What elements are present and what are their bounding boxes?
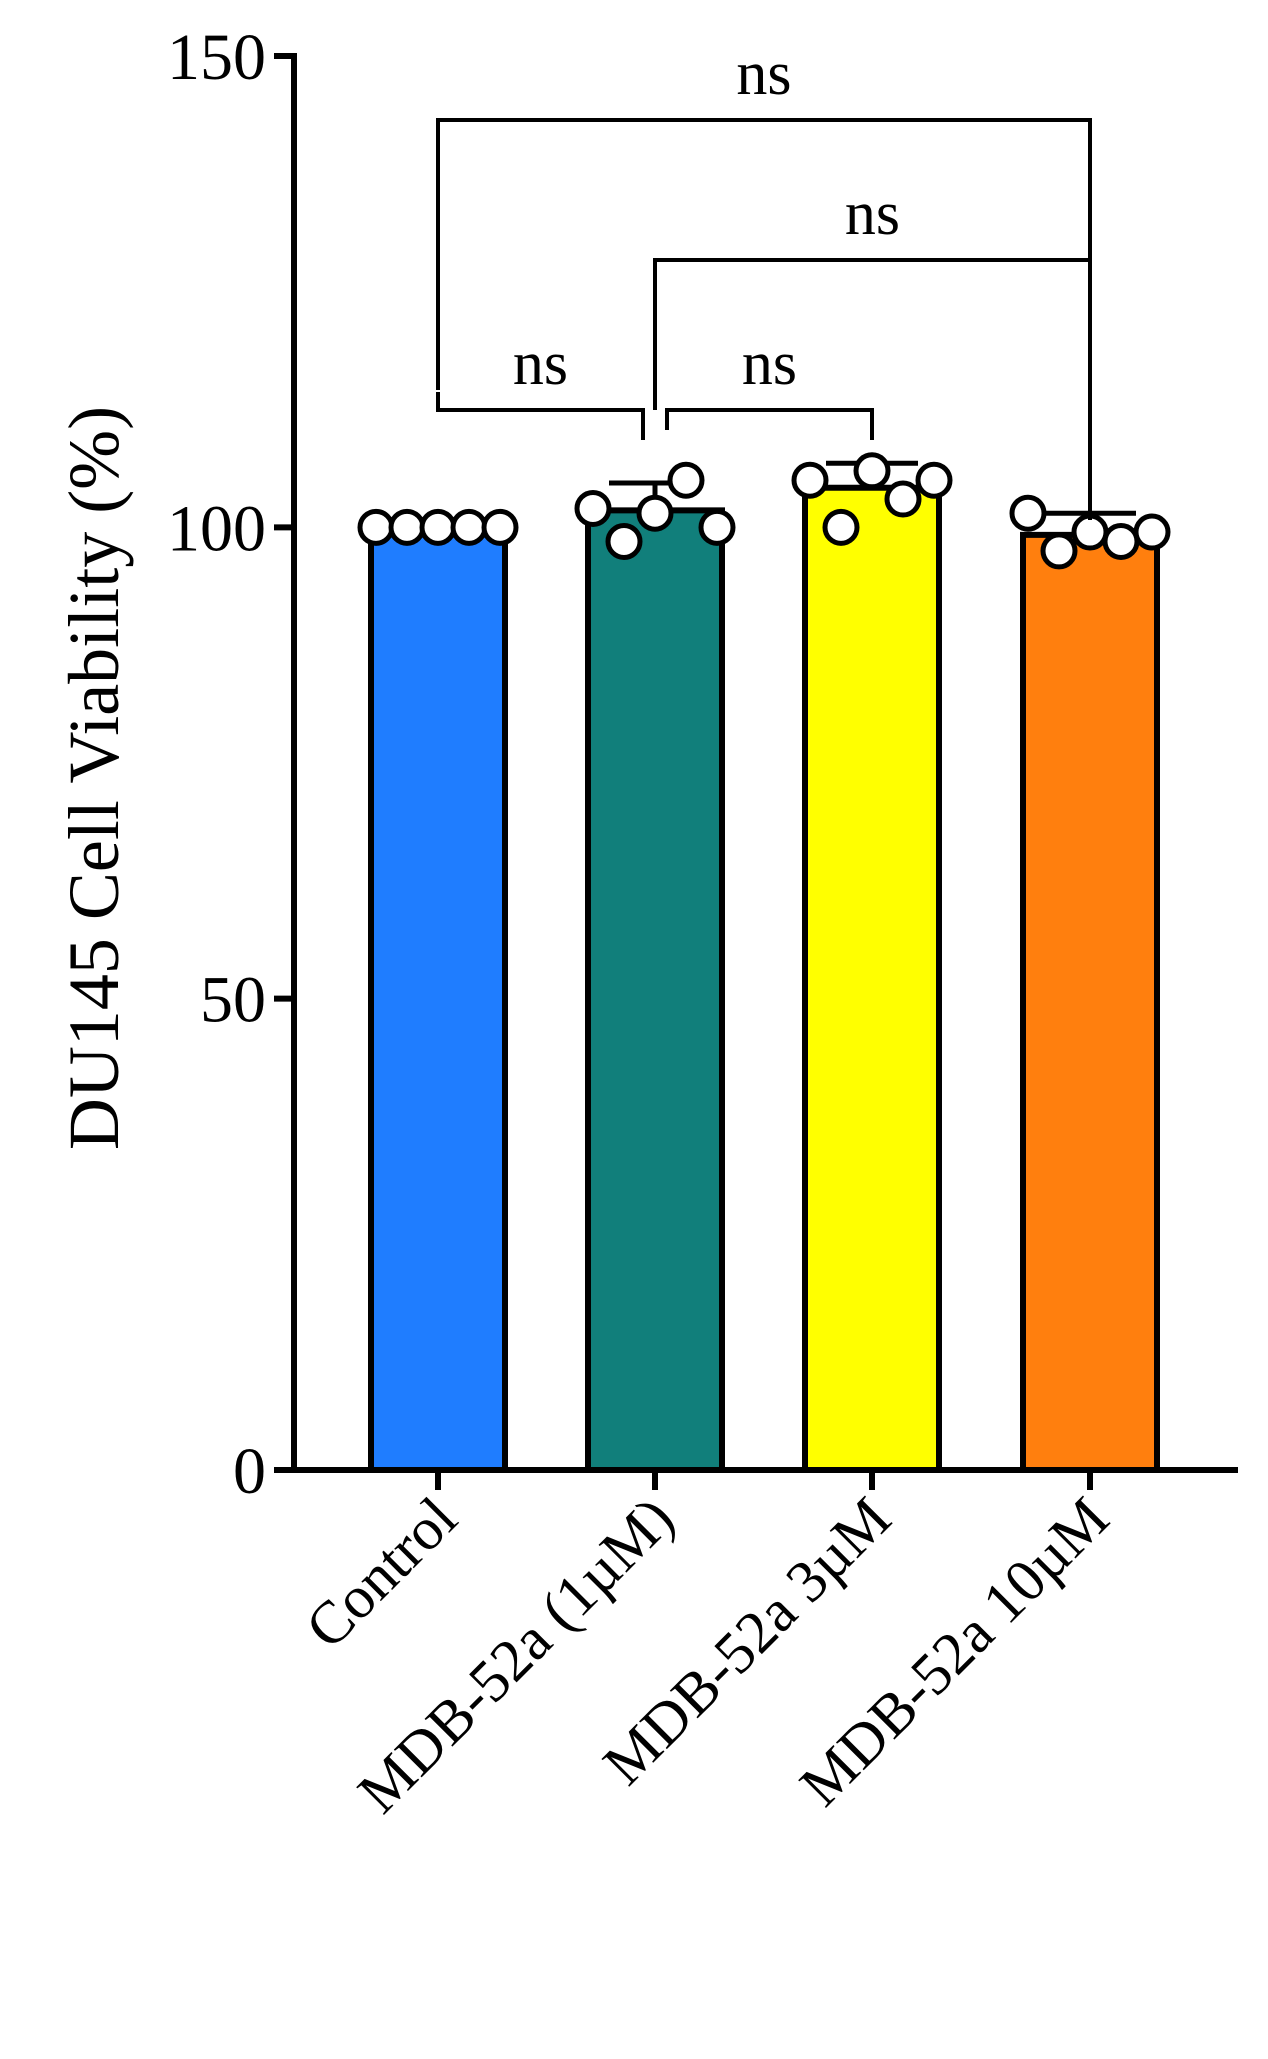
data-point-1-0	[574, 489, 612, 527]
axes-group	[291, 53, 1238, 1473]
data-points-group	[357, 452, 1171, 570]
data-point-0-1	[388, 508, 426, 546]
significance-label-2: ns	[845, 180, 900, 248]
data-point-2-4	[915, 461, 953, 499]
x-tick-label-0: Control	[293, 1485, 469, 1661]
significance-label-0: ns	[513, 330, 568, 398]
data-point-3-4	[1133, 513, 1171, 551]
bar-1	[585, 507, 725, 1473]
data-point-1-3	[667, 461, 705, 499]
significance-bracket-1	[665, 408, 874, 440]
y-ticks-group: 0 50 100 150	[167, 21, 294, 1508]
data-point-2-0	[791, 461, 829, 499]
significance-label-1: ns	[742, 330, 797, 398]
data-point-0-4	[481, 508, 519, 546]
data-point-3-0	[1009, 494, 1047, 532]
bars-group	[368, 484, 1160, 1473]
data-point-2-1	[822, 508, 860, 546]
data-point-1-2	[636, 494, 674, 532]
y-tick-label-100: 100	[167, 492, 266, 565]
bar-2	[802, 484, 942, 1473]
data-point-0-0	[357, 508, 395, 546]
data-point-3-3	[1102, 522, 1140, 560]
data-point-2-3	[884, 480, 922, 518]
significance-bracket-3	[436, 118, 1092, 520]
bar-0	[368, 524, 508, 1473]
data-point-3-2	[1071, 513, 1109, 551]
y-tick-label-0: 0	[233, 1435, 266, 1508]
data-point-0-2	[419, 508, 457, 546]
significance-brackets-group: ns ns ns ns	[436, 40, 1092, 520]
data-point-2-2	[853, 452, 891, 490]
significance-bracket-0	[436, 392, 645, 440]
y-tick-label-50: 50	[200, 964, 266, 1037]
significance-label-3: ns	[736, 40, 791, 108]
bar-3	[1020, 531, 1160, 1473]
data-point-0-3	[450, 508, 488, 546]
y-tick-label-150: 150	[167, 21, 266, 94]
data-point-1-1	[605, 522, 643, 560]
data-point-3-1	[1040, 532, 1078, 570]
data-point-1-4	[698, 508, 736, 546]
y-axis-label: DU145 Cell Viability (%)	[54, 406, 134, 1150]
